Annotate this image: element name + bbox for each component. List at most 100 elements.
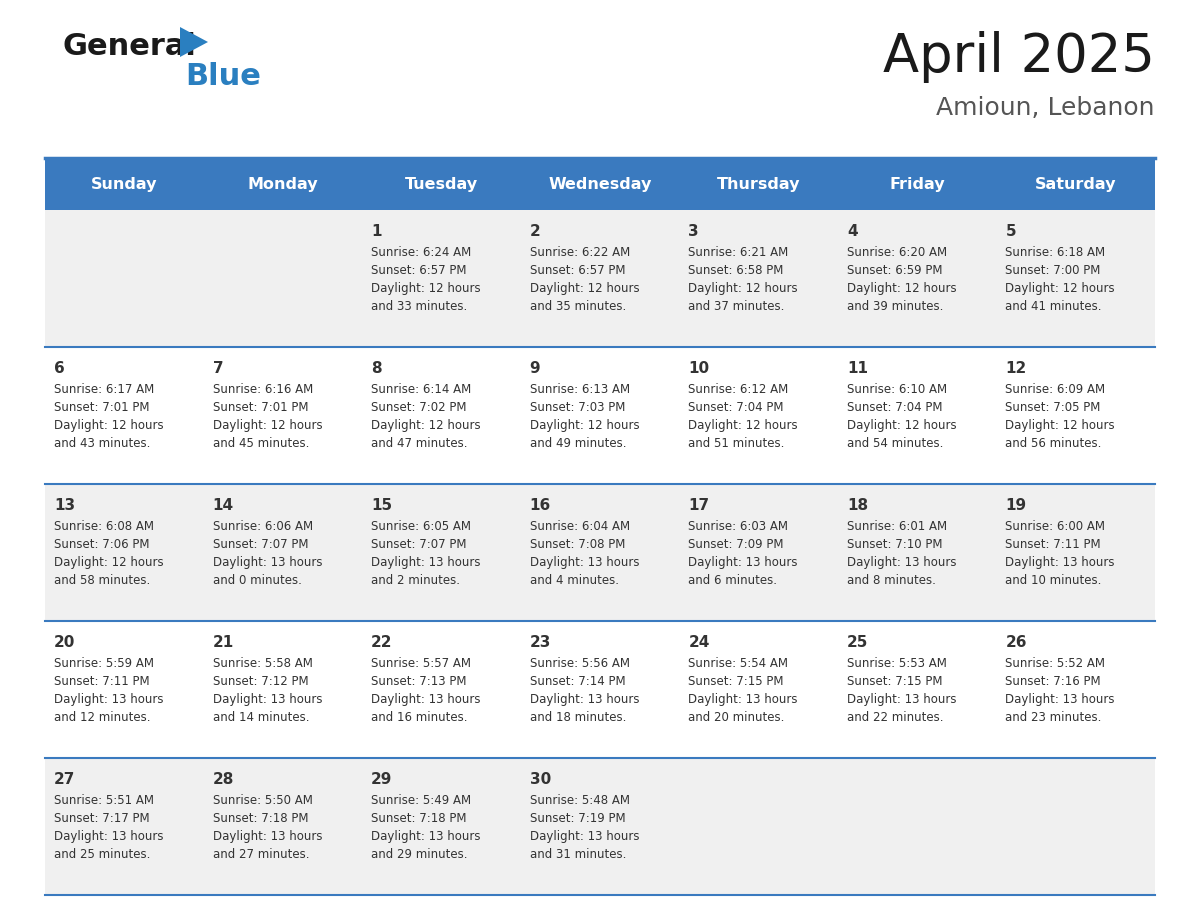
Bar	[45, 621, 1155, 758]
Text: and 29 minutes.: and 29 minutes.	[371, 848, 468, 861]
Text: Sunset: 7:01 PM: Sunset: 7:01 PM	[53, 401, 150, 414]
Text: 15: 15	[371, 498, 392, 513]
Text: 7: 7	[213, 361, 223, 376]
Text: Sunset: 7:02 PM: Sunset: 7:02 PM	[371, 401, 467, 414]
Text: Daylight: 12 hours: Daylight: 12 hours	[1005, 282, 1116, 295]
Text: 20: 20	[53, 635, 75, 650]
Text: Sunrise: 6:10 AM: Sunrise: 6:10 AM	[847, 383, 947, 396]
Text: and 14 minutes.: and 14 minutes.	[213, 711, 309, 724]
Text: Daylight: 12 hours: Daylight: 12 hours	[847, 419, 956, 432]
Text: and 22 minutes.: and 22 minutes.	[847, 711, 943, 724]
Text: 1: 1	[371, 224, 381, 239]
Text: Sunset: 7:15 PM: Sunset: 7:15 PM	[688, 675, 784, 688]
Text: Sunrise: 6:00 AM: Sunrise: 6:00 AM	[1005, 520, 1105, 533]
Text: Daylight: 13 hours: Daylight: 13 hours	[213, 556, 322, 569]
Text: 23: 23	[530, 635, 551, 650]
Text: 25: 25	[847, 635, 868, 650]
Text: Daylight: 12 hours: Daylight: 12 hours	[688, 282, 798, 295]
Text: Daylight: 13 hours: Daylight: 13 hours	[847, 693, 956, 706]
Text: Sunset: 7:19 PM: Sunset: 7:19 PM	[530, 812, 625, 825]
Text: Sunrise: 5:56 AM: Sunrise: 5:56 AM	[530, 657, 630, 670]
Text: Daylight: 13 hours: Daylight: 13 hours	[688, 693, 798, 706]
Text: Sunrise: 6:13 AM: Sunrise: 6:13 AM	[530, 383, 630, 396]
Text: Thursday: Thursday	[716, 177, 801, 193]
Text: and 41 minutes.: and 41 minutes.	[1005, 300, 1102, 313]
Text: Amioun, Lebanon: Amioun, Lebanon	[936, 96, 1155, 120]
Text: Sunset: 7:03 PM: Sunset: 7:03 PM	[530, 401, 625, 414]
Text: Sunrise: 6:12 AM: Sunrise: 6:12 AM	[688, 383, 789, 396]
Text: Sunrise: 6:18 AM: Sunrise: 6:18 AM	[1005, 246, 1106, 259]
Text: Sunset: 7:17 PM: Sunset: 7:17 PM	[53, 812, 150, 825]
Text: Sunset: 7:05 PM: Sunset: 7:05 PM	[1005, 401, 1101, 414]
Text: 22: 22	[371, 635, 393, 650]
Text: Daylight: 13 hours: Daylight: 13 hours	[530, 693, 639, 706]
Text: and 4 minutes.: and 4 minutes.	[530, 574, 619, 587]
Text: 17: 17	[688, 498, 709, 513]
Text: 30: 30	[530, 772, 551, 787]
Text: Daylight: 12 hours: Daylight: 12 hours	[213, 419, 322, 432]
Text: Daylight: 12 hours: Daylight: 12 hours	[53, 419, 164, 432]
Text: and 10 minutes.: and 10 minutes.	[1005, 574, 1101, 587]
Text: and 12 minutes.: and 12 minutes.	[53, 711, 151, 724]
Text: Sunrise: 6:14 AM: Sunrise: 6:14 AM	[371, 383, 472, 396]
Text: Daylight: 13 hours: Daylight: 13 hours	[213, 693, 322, 706]
Text: and 18 minutes.: and 18 minutes.	[530, 711, 626, 724]
Text: Sunrise: 6:01 AM: Sunrise: 6:01 AM	[847, 520, 947, 533]
Text: Daylight: 13 hours: Daylight: 13 hours	[53, 830, 164, 843]
Text: Sunset: 6:59 PM: Sunset: 6:59 PM	[847, 264, 942, 277]
Text: Sunrise: 5:58 AM: Sunrise: 5:58 AM	[213, 657, 312, 670]
Text: 26: 26	[1005, 635, 1026, 650]
Text: Sunset: 7:09 PM: Sunset: 7:09 PM	[688, 538, 784, 551]
Bar	[45, 160, 1155, 210]
Text: April 2025: April 2025	[883, 31, 1155, 83]
Text: Sunrise: 6:04 AM: Sunrise: 6:04 AM	[530, 520, 630, 533]
Text: Daylight: 13 hours: Daylight: 13 hours	[1005, 556, 1114, 569]
Text: and 27 minutes.: and 27 minutes.	[213, 848, 309, 861]
Text: Sunrise: 6:09 AM: Sunrise: 6:09 AM	[1005, 383, 1106, 396]
Text: 3: 3	[688, 224, 699, 239]
Text: Daylight: 12 hours: Daylight: 12 hours	[371, 282, 481, 295]
Text: 12: 12	[1005, 361, 1026, 376]
Text: Daylight: 13 hours: Daylight: 13 hours	[371, 830, 481, 843]
Text: and 37 minutes.: and 37 minutes.	[688, 300, 784, 313]
Text: Daylight: 12 hours: Daylight: 12 hours	[371, 419, 481, 432]
Text: Sunset: 7:04 PM: Sunset: 7:04 PM	[847, 401, 942, 414]
Text: and 51 minutes.: and 51 minutes.	[688, 437, 784, 450]
Text: Daylight: 12 hours: Daylight: 12 hours	[530, 419, 639, 432]
Text: 2: 2	[530, 224, 541, 239]
Text: General: General	[62, 32, 196, 61]
Text: Sunrise: 6:20 AM: Sunrise: 6:20 AM	[847, 246, 947, 259]
Text: Monday: Monday	[247, 177, 318, 193]
Text: 19: 19	[1005, 498, 1026, 513]
Text: Sunset: 7:13 PM: Sunset: 7:13 PM	[371, 675, 467, 688]
Text: Wednesday: Wednesday	[549, 177, 652, 193]
Text: 6: 6	[53, 361, 65, 376]
Text: Daylight: 12 hours: Daylight: 12 hours	[1005, 419, 1116, 432]
Text: 5: 5	[1005, 224, 1016, 239]
Text: Sunset: 7:00 PM: Sunset: 7:00 PM	[1005, 264, 1101, 277]
Text: Daylight: 13 hours: Daylight: 13 hours	[371, 556, 481, 569]
Text: 21: 21	[213, 635, 234, 650]
Text: Daylight: 12 hours: Daylight: 12 hours	[53, 556, 164, 569]
Text: Sunrise: 6:16 AM: Sunrise: 6:16 AM	[213, 383, 312, 396]
Text: Sunrise: 5:53 AM: Sunrise: 5:53 AM	[847, 657, 947, 670]
Text: and 20 minutes.: and 20 minutes.	[688, 711, 784, 724]
Text: 24: 24	[688, 635, 709, 650]
Text: 4: 4	[847, 224, 858, 239]
Text: Sunday: Sunday	[91, 177, 158, 193]
Text: Sunrise: 5:52 AM: Sunrise: 5:52 AM	[1005, 657, 1105, 670]
Text: 8: 8	[371, 361, 381, 376]
Text: 18: 18	[847, 498, 868, 513]
Text: Daylight: 12 hours: Daylight: 12 hours	[530, 282, 639, 295]
Text: and 16 minutes.: and 16 minutes.	[371, 711, 468, 724]
Text: 10: 10	[688, 361, 709, 376]
Text: Sunrise: 5:54 AM: Sunrise: 5:54 AM	[688, 657, 789, 670]
Text: Sunrise: 6:06 AM: Sunrise: 6:06 AM	[213, 520, 312, 533]
Text: 11: 11	[847, 361, 868, 376]
Text: Sunset: 7:18 PM: Sunset: 7:18 PM	[213, 812, 308, 825]
Text: Sunset: 7:12 PM: Sunset: 7:12 PM	[213, 675, 308, 688]
Text: Daylight: 12 hours: Daylight: 12 hours	[688, 419, 798, 432]
Text: and 54 minutes.: and 54 minutes.	[847, 437, 943, 450]
Polygon shape	[181, 27, 208, 57]
Text: Sunrise: 5:57 AM: Sunrise: 5:57 AM	[371, 657, 472, 670]
